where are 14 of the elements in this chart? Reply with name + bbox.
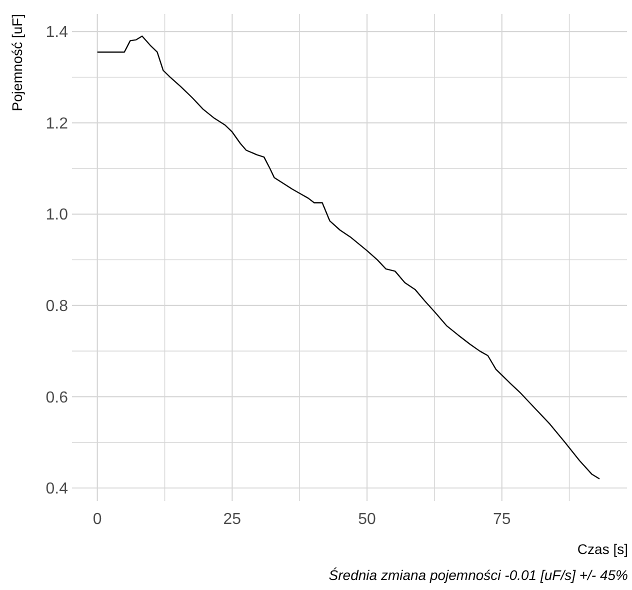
- y-axis-title: Pojemność [uF]: [9, 14, 25, 112]
- x-axis-title: Czas [s]: [577, 541, 628, 557]
- x-tick-label: 75: [492, 511, 511, 528]
- y-tick-label: 1.4: [46, 24, 68, 42]
- y-tick-label: 0.6: [46, 389, 68, 406]
- line-series: [96, 36, 600, 480]
- text: Średnia zmiana pojemności -0.01 [uF/s] +/- 45%: [328, 567, 628, 583]
- y-tick-label: 0.4: [46, 480, 68, 498]
- x-tick-label: 25: [223, 511, 242, 528]
- y-tick-label: 1.0: [46, 206, 68, 224]
- x-tick-label: 50: [358, 511, 376, 528]
- x-tick-label: 0: [92, 511, 102, 528]
- y-tick-label: 1.2: [46, 115, 68, 132]
- y-tick-label: 0.8: [46, 298, 68, 316]
